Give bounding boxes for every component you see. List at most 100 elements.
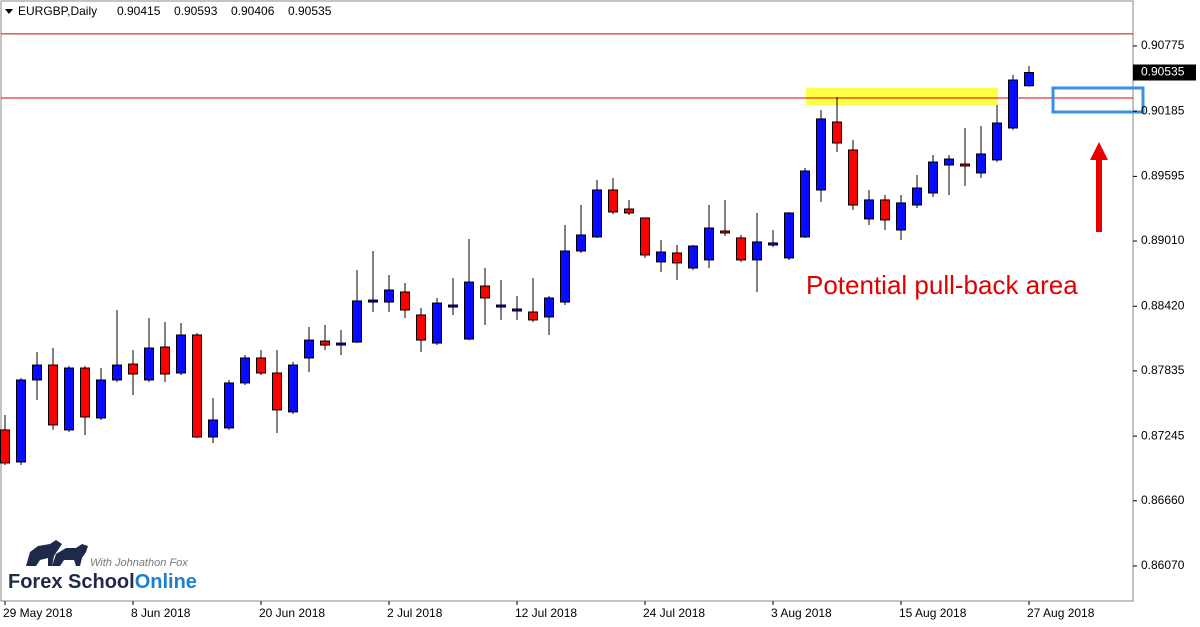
logo-brand-main: Forex School (8, 571, 135, 593)
candle-body (560, 250, 570, 303)
candle-body (608, 189, 618, 213)
ohlc-open: 0.90415 (117, 4, 161, 18)
candle-body (496, 304, 506, 308)
candle-body (848, 149, 858, 206)
candle-body (48, 364, 58, 426)
candle-body (688, 245, 698, 269)
candle-body (96, 379, 106, 419)
logo-brand: Forex SchoolOnline (8, 571, 197, 593)
y-tick-label: 0.86070 (1141, 558, 1185, 572)
candle-body (704, 227, 714, 261)
candle-body (960, 163, 970, 167)
x-tick-label: 2 Jul 2018 (387, 606, 443, 620)
x-tick-label: 3 Aug 2018 (771, 606, 832, 620)
candle-body (368, 299, 378, 303)
price-label: 0.90535 (1141, 65, 1185, 79)
candle-body (400, 291, 410, 311)
x-tick-label: 12 Jul 2018 (515, 606, 577, 620)
candle-body (304, 339, 314, 359)
ohlc-low: 0.90406 (231, 4, 275, 18)
candle-body (16, 379, 26, 463)
candle-body (720, 230, 730, 234)
candle-body (896, 202, 906, 231)
candle-body (240, 357, 250, 384)
y-tick-label: 0.90185 (1141, 103, 1185, 117)
candle-body (432, 302, 442, 344)
candle-body (80, 367, 90, 418)
candle-body (192, 334, 202, 438)
candle-body (624, 208, 634, 214)
ohlc-close: 0.90535 (288, 4, 332, 18)
candle-body (64, 367, 74, 431)
candle-body (992, 122, 1002, 161)
chart-title: EURGBP,Daily (18, 4, 97, 18)
candle-body (416, 314, 426, 341)
candle-body (832, 121, 842, 144)
logo-tagline: With Johnathon Fox (90, 557, 188, 569)
candle-body (576, 234, 586, 252)
x-tick-label: 29 May 2018 (3, 606, 73, 620)
y-tick-label: 0.88420 (1141, 298, 1185, 312)
highlight-zone (806, 88, 998, 105)
annotation: Potential pull-back area (806, 270, 1078, 300)
candle-body (208, 419, 218, 438)
candle-body (352, 300, 362, 343)
candle-body (128, 363, 138, 375)
candle-body (640, 217, 650, 256)
logo-bear (26, 540, 62, 566)
candle-body (944, 158, 954, 166)
candle-body (1008, 79, 1018, 129)
logo: With Johnathon Fox Forex SchoolOnline (8, 540, 197, 593)
candle-body (32, 364, 42, 381)
candle-body (336, 342, 346, 346)
candle-body (816, 118, 826, 191)
plot-frame (0, 0, 1134, 602)
candle-body (928, 161, 938, 194)
y-tick-label: 0.87835 (1141, 363, 1185, 377)
candle-body (592, 189, 602, 238)
candle-body (864, 199, 874, 220)
price-label-box (1133, 64, 1196, 81)
ohlc-high: 0.90593 (174, 4, 218, 18)
x-tick-label: 15 Aug 2018 (899, 606, 967, 620)
candle-body (672, 252, 682, 264)
y-tick-label: 0.89010 (1141, 233, 1185, 247)
plot-marks (0, 33, 1133, 465)
candle-body (320, 340, 330, 346)
y-tick-label: 0.90775 (1141, 38, 1185, 52)
menu-triangle (5, 9, 13, 14)
candle-body (752, 241, 762, 261)
x-tick-label: 20 Jun 2018 (259, 606, 325, 620)
target-box (1051, 86, 1145, 114)
candle-body (176, 334, 186, 374)
x-tick-label: 27 Aug 2018 (1027, 606, 1095, 620)
arrow (1090, 142, 1108, 232)
logo-brand-online: Online (135, 571, 197, 593)
candle-body (544, 297, 554, 318)
candle-body (784, 212, 794, 259)
y-tick-label: 0.86660 (1141, 493, 1185, 507)
candle-body (480, 285, 490, 299)
y-tick-label: 0.89595 (1141, 169, 1185, 183)
candle-body (656, 251, 666, 263)
candle-body (880, 199, 890, 221)
candle-body (0, 429, 10, 464)
y-tick-label: 0.87245 (1141, 428, 1185, 442)
candle-body (1024, 72, 1034, 87)
candle-body (144, 347, 154, 381)
candle-body (160, 346, 170, 375)
candle-body (736, 237, 746, 261)
candle-body (464, 281, 474, 340)
candle-body (768, 242, 778, 246)
candle-body (448, 304, 458, 308)
candle-body (272, 372, 282, 411)
candle-body (112, 364, 122, 381)
candle-body (800, 170, 810, 238)
candle-body (512, 308, 522, 312)
x-tick-label: 8 Jun 2018 (131, 606, 191, 620)
candle-body (288, 364, 298, 413)
candle-body (384, 289, 394, 303)
logo-bull (52, 544, 88, 566)
